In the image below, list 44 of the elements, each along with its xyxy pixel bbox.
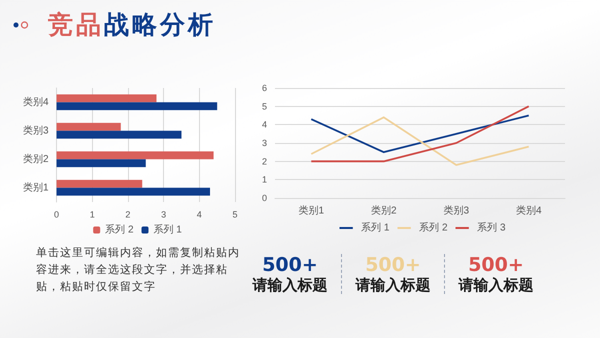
line-series: [310, 116, 530, 166]
bar: [56, 188, 210, 196]
text: 500+: [262, 254, 318, 276]
y-tick-label: 0: [262, 193, 267, 203]
legend-label: 系列 1: [361, 222, 390, 234]
y-tick-label: 3: [262, 138, 267, 148]
bar: [56, 122, 121, 131]
y-tick-label: 2: [262, 156, 267, 166]
text: 请输入标题: [457, 276, 534, 295]
text: 请输入标题: [251, 276, 328, 295]
x-tick-label: 类别2: [370, 204, 397, 216]
y-tick-label: 类别1: [23, 181, 49, 194]
y-tick-label: 4: [262, 120, 267, 130]
y-tick-label: 类别3: [23, 124, 49, 136]
y-tick-label: 1: [262, 174, 267, 185]
bar: [56, 159, 146, 168]
x-tick-label: 3: [161, 210, 166, 220]
legend-label: 系列 1: [154, 224, 182, 236]
text: 500+: [467, 254, 525, 276]
bar: [56, 94, 156, 102]
y-tick-label: 6: [262, 83, 267, 93]
x-tick-label: 类别1: [298, 204, 324, 216]
x-tick-label: 类别4: [516, 204, 542, 216]
bar: [56, 130, 182, 139]
legend-label: 系列 2: [419, 222, 448, 234]
legend-label: 系列 3: [477, 222, 506, 234]
bar: [56, 102, 218, 110]
bar: [56, 180, 142, 188]
x-tick-label: 0: [54, 210, 60, 220]
y-tick-label: 类别4: [23, 96, 49, 108]
chart-title: 竞品战略分析: [48, 10, 216, 39]
text: 500+: [364, 254, 422, 276]
line-series: [310, 114, 530, 154]
x-tick-label: 类别3: [443, 204, 470, 216]
legend-label: 系列 2: [105, 224, 134, 236]
x-tick-label: 5: [232, 210, 238, 220]
y-tick-label: 类别2: [23, 152, 49, 165]
x-tick-label: 2: [125, 210, 130, 220]
text: 单击这里可编辑内容，如需复制粘贴内容进来，请全选这段文字，并选择粘贴，粘贴时仅保留文字: [36, 245, 241, 295]
x-tick-label: 4: [196, 210, 202, 220]
bar: [56, 151, 214, 160]
text: 请输入标题: [354, 276, 432, 295]
x-tick-label: 1: [90, 210, 95, 220]
y-tick-label: 5: [262, 101, 267, 112]
